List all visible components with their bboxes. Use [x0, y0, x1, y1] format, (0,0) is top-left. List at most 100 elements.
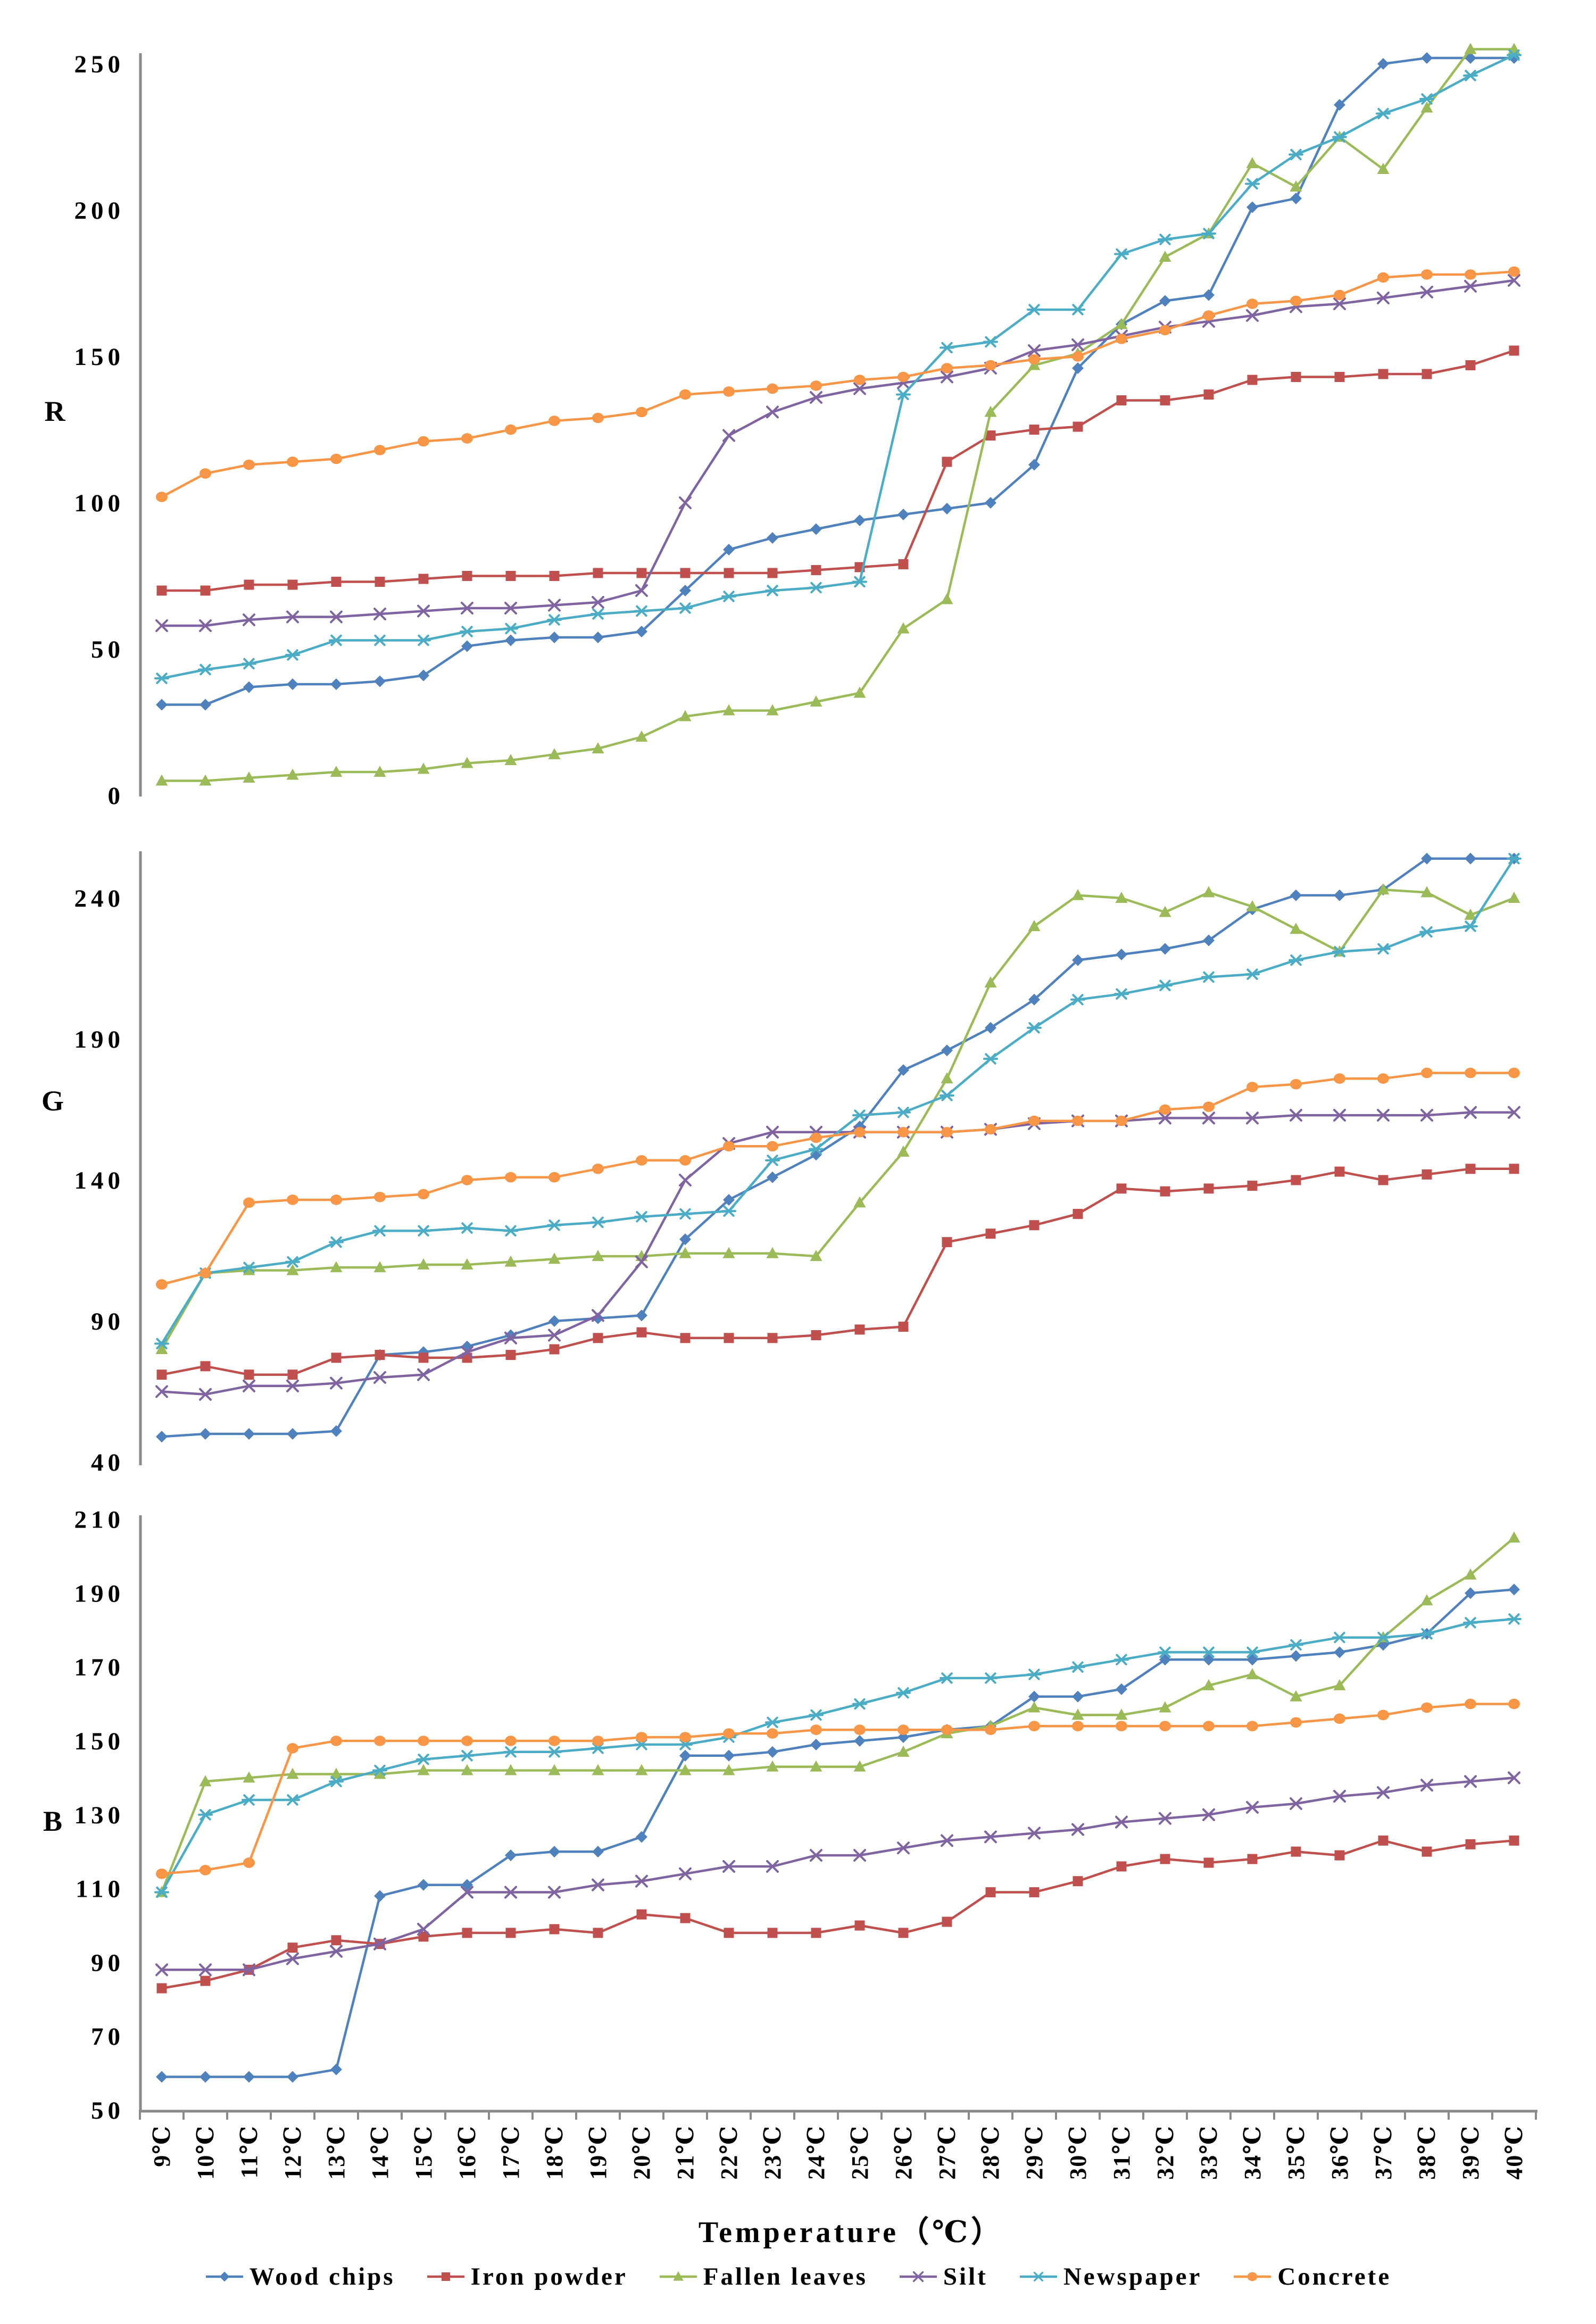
x-category-label: 17℃: [498, 2125, 524, 2180]
x-marker: [1246, 1800, 1259, 1814]
newspaper-legend-marker-icon: [1019, 2271, 1057, 2282]
circle-marker: [1072, 351, 1084, 362]
x-marker: [1377, 292, 1390, 304]
x-category-label: 30℃: [1065, 2125, 1091, 2180]
x-marker: [1464, 280, 1477, 293]
circle-marker: [200, 1268, 211, 1279]
legend: Wood chips Iron powder Fallen leaves Silt Ne…: [53, 2262, 1543, 2291]
circle-marker: [897, 1724, 909, 1735]
circle-marker: [941, 1724, 953, 1735]
x-marker: [373, 608, 386, 620]
diamond-marker: [418, 1879, 429, 1891]
square-marker: [724, 568, 734, 578]
concrete-legend-marker-icon: [1234, 2272, 1271, 2281]
x-category-label: 13℃: [323, 2125, 350, 2180]
triangle-marker: [1071, 889, 1084, 900]
square-marker: [724, 1928, 734, 1938]
asterisk-marker: [503, 1225, 518, 1237]
square-marker: [375, 1350, 385, 1360]
circle-marker: [723, 386, 735, 397]
square-marker: [724, 1333, 734, 1343]
x-category-label: 26℃: [891, 2125, 917, 2180]
triangle-marker: [941, 1072, 953, 1084]
circle-marker: [418, 1736, 429, 1746]
asterisk-marker: [940, 342, 954, 354]
x-marker: [635, 1255, 648, 1268]
diamond-marker: [1290, 193, 1302, 204]
triangle-marker: [1420, 886, 1433, 898]
x-marker: [1290, 1797, 1302, 1810]
triangle-marker: [984, 405, 997, 417]
asterisk-marker: [1507, 1613, 1522, 1625]
circle-marker: [636, 1732, 647, 1742]
square-marker: [1465, 1839, 1476, 1849]
y-tick-label: 240: [74, 885, 125, 912]
x-marker: [941, 1834, 953, 1847]
x-category-label: 35℃: [1283, 2125, 1309, 2180]
y-tick-label: 0: [108, 782, 125, 810]
triangle-marker: [548, 1764, 561, 1775]
diamond-marker: [1465, 1587, 1476, 1599]
triangle-marker: [243, 1264, 255, 1275]
triangle-marker: [766, 1760, 779, 1772]
triangle-marker: [504, 1764, 517, 1775]
circle-marker: [287, 1194, 298, 1205]
diamond-marker: [636, 626, 647, 637]
circle-marker: [1116, 1115, 1127, 1126]
circle-marker: [548, 1172, 560, 1183]
x-marker: [1464, 1775, 1477, 1788]
circle-marker: [461, 1736, 473, 1746]
triangle-marker: [635, 731, 648, 742]
series-silt: [155, 1771, 1520, 1977]
square-marker: [680, 1333, 691, 1343]
legend-label: Silt: [943, 2263, 988, 2290]
diamond-marker: [330, 678, 342, 690]
triangle-marker: [1115, 892, 1128, 903]
x-marker: [1028, 344, 1041, 357]
legend-item-newspaper: Newspaper: [1019, 2262, 1202, 2291]
x-marker: [679, 1174, 692, 1186]
diamond-marker: [1334, 1646, 1345, 1658]
x-marker: [810, 1849, 822, 1862]
circle-marker: [1334, 1713, 1345, 1724]
y-tick-label: 70: [91, 2023, 124, 2051]
asterisk-marker: [460, 626, 475, 637]
diamond-marker: [985, 497, 996, 509]
square-marker: [1378, 369, 1389, 379]
diamond-marker: [1290, 889, 1302, 901]
x-marker: [810, 391, 822, 404]
triangle-marker: [199, 774, 212, 786]
square-marker: [287, 579, 298, 590]
x-category-label: 38℃: [1414, 2125, 1440, 2180]
square-marker: [1073, 1876, 1083, 1887]
x-category-label: 9℃: [149, 2125, 175, 2167]
triangle-marker: [417, 762, 430, 774]
circle-marker: [1072, 1115, 1084, 1126]
square-marker: [331, 1352, 342, 1363]
series-silt: [155, 274, 1520, 632]
x-marker: [330, 1376, 343, 1390]
iron-powder-legend-marker-icon: [427, 2272, 464, 2281]
circle-marker: [418, 1189, 429, 1200]
triangle-marker: [766, 1247, 779, 1258]
asterisk-marker: [940, 1672, 954, 1684]
triangle-marker: [286, 1264, 299, 1275]
square-marker: [1378, 1175, 1389, 1185]
y-tick-label: 110: [76, 1875, 124, 1903]
diamond-marker: [1421, 852, 1433, 865]
triangle-marker: [1464, 43, 1477, 54]
square-marker: [593, 568, 603, 578]
y-tick-label: 40: [91, 1449, 124, 1476]
triangle-marker: [722, 1247, 735, 1258]
circle-marker: [1116, 334, 1127, 344]
square-marker: [767, 1333, 778, 1343]
x-marker: [286, 1952, 299, 1965]
asterisk-marker: [1419, 1628, 1434, 1640]
b-chart: 50 70 90 110 130 150 170 190 210 9℃ 10℃ 11℃ 12℃ 13℃ 14…: [74, 1506, 1537, 2180]
square-marker: [1509, 345, 1519, 356]
asterisk-marker: [983, 1672, 998, 1684]
asterisk-marker: [1419, 926, 1434, 938]
circle-marker: [854, 1724, 866, 1735]
circle-marker: [287, 456, 298, 467]
y-tick-label: 140: [74, 1167, 125, 1194]
